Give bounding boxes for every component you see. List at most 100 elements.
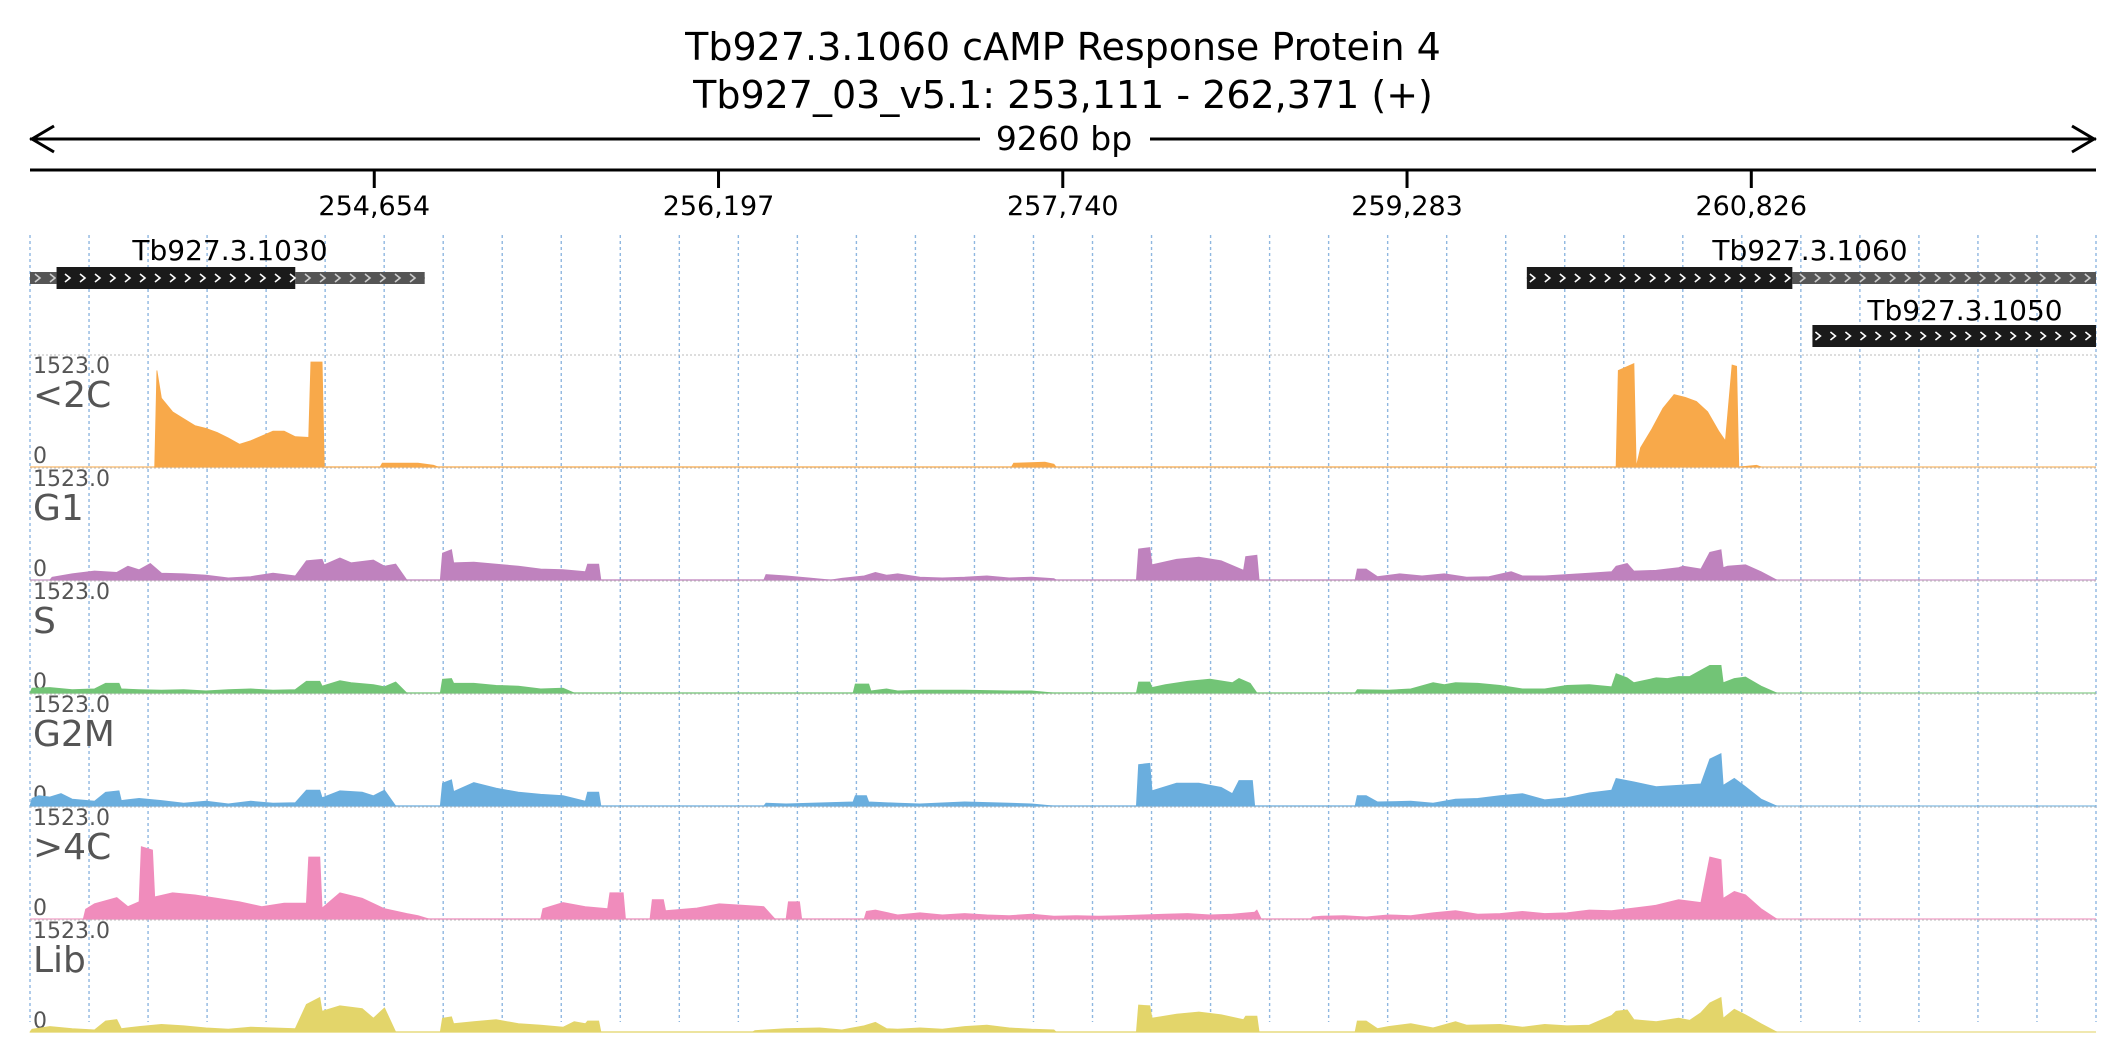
strand-chevron-icon xyxy=(154,273,162,283)
strand-chevron-icon xyxy=(1844,273,1852,283)
strand-chevron-icon xyxy=(1919,273,1927,283)
track-name-label: S xyxy=(33,601,56,642)
track-name-label: Lib xyxy=(33,940,86,981)
strand-chevron-icon xyxy=(49,273,57,283)
strand-chevron-icon xyxy=(1979,273,1987,283)
strand-chevron-icon xyxy=(1994,273,2002,283)
strand-chevron-icon xyxy=(2084,273,2092,283)
strand-chevron-icon xyxy=(1589,273,1597,283)
strand-chevron-icon xyxy=(289,273,297,283)
gene-cds xyxy=(1526,267,1793,289)
strand-chevron-icon xyxy=(1859,331,1867,341)
track-name-label: G1 xyxy=(33,488,84,529)
span-label-bg xyxy=(985,120,1145,158)
strand-chevron-icon xyxy=(139,273,147,283)
strand-chevron-icon xyxy=(2024,273,2032,283)
strand-chevron-icon xyxy=(259,273,267,283)
strand-chevron-icon xyxy=(1799,273,1807,283)
strand-chevron-icon xyxy=(1994,331,2002,341)
gene-label-Tb927.3.1030: Tb927.3.1030 xyxy=(131,234,327,267)
axis-tick-label-2: 257,740 xyxy=(1007,191,1119,222)
strand-chevron-icon xyxy=(244,273,252,283)
strand-chevron-icon xyxy=(1784,273,1792,283)
strand-chevron-icon xyxy=(1754,273,1762,283)
gene-Tb927.3.1050[interactable]: Tb927.3.1050 xyxy=(1812,294,2096,347)
axis-tick-label-1: 256,197 xyxy=(663,191,775,222)
strand-chevron-icon xyxy=(1694,273,1702,283)
track->4C: 1523.0 0 >4C xyxy=(30,806,2096,921)
strand-chevron-icon xyxy=(1889,331,1897,341)
strand-chevron-icon xyxy=(1829,273,1837,283)
coverage-area-Lib xyxy=(29,996,1777,1033)
strand-chevron-icon xyxy=(1859,273,1867,283)
strand-chevron-icon xyxy=(1709,273,1717,283)
strand-chevron-icon xyxy=(274,273,282,283)
strand-chevron-icon xyxy=(34,273,42,283)
strand-chevron-icon xyxy=(109,273,117,283)
coverage-tracks: 1523.00<2C1523.00G11523.00S1523.00G2M152… xyxy=(29,354,2096,1034)
strand-chevron-icon xyxy=(1844,331,1852,341)
track-G2M: 1523.00G2M xyxy=(29,693,2096,808)
coverage-area-G2M xyxy=(29,752,1777,807)
strand-chevron-icon xyxy=(1874,273,1882,283)
gene-label-Tb927.3.1050: Tb927.3.1050 xyxy=(1866,294,2062,327)
coverage-area-G1 xyxy=(49,547,1777,581)
left-arrowhead-icon xyxy=(29,124,55,154)
strand-chevron-icon xyxy=(379,273,387,283)
coverage-area-<2C xyxy=(154,361,1762,468)
strand-chevron-icon xyxy=(184,273,192,283)
gene-Tb927.3.1060[interactable]: Tb927.3.1060 xyxy=(1526,234,2096,289)
figure-subtitle: Tb927_03_v5.1: 253,111 - 262,371 (+) xyxy=(692,73,1433,117)
strand-chevron-icon xyxy=(1979,331,1987,341)
strand-chevron-icon xyxy=(2039,273,2047,283)
track-max-label: 1523.0 xyxy=(33,693,110,718)
strand-chevron-icon xyxy=(94,273,102,283)
gene-label-Tb927.3.1060: Tb927.3.1060 xyxy=(1711,234,1907,267)
strand-chevron-icon xyxy=(2069,331,2077,341)
strand-chevron-icon xyxy=(1964,273,1972,283)
axis-tick-label-3: 259,283 xyxy=(1351,191,1463,222)
strand-chevron-icon xyxy=(1529,273,1537,283)
gene-annotations: Tb927.3.1030 Tb927.3.1060 Tb927.3.1050 xyxy=(30,234,2096,347)
strand-chevron-icon xyxy=(1889,273,1897,283)
strand-chevron-icon xyxy=(199,273,207,283)
strand-chevron-icon xyxy=(394,273,402,283)
strand-chevron-icon xyxy=(229,273,237,283)
track-max-label: 1523.0 xyxy=(33,806,110,831)
strand-chevron-icon xyxy=(1739,273,1747,283)
strand-chevron-icon xyxy=(2054,331,2062,341)
strand-chevron-icon xyxy=(1544,273,1552,283)
strand-chevron-icon xyxy=(2009,331,2017,341)
gene-utr xyxy=(295,272,425,284)
strand-chevron-icon xyxy=(2009,273,2017,283)
strand-chevron-icon xyxy=(1814,273,1822,283)
strand-chevron-icon xyxy=(1769,273,1777,283)
strand-chevron-icon xyxy=(1724,273,1732,283)
strand-chevron-icon xyxy=(319,273,327,283)
coverage-area->4C xyxy=(82,846,1779,920)
track-max-label: 1523.0 xyxy=(33,467,110,492)
strand-chevron-icon xyxy=(2024,331,2032,341)
strand-chevron-icon xyxy=(1964,331,1972,341)
strand-chevron-icon xyxy=(1874,331,1882,341)
track-name-label: G2M xyxy=(33,714,115,755)
axis-tick-label-4: 260,826 xyxy=(1695,191,1807,222)
track-max-label: 1523.0 xyxy=(33,919,110,944)
right-arrowhead-icon xyxy=(2071,124,2097,154)
strand-chevron-icon xyxy=(214,273,222,283)
strand-chevron-icon xyxy=(1649,273,1657,283)
strand-chevron-icon xyxy=(364,273,372,283)
position-axis: 254,654 256,197 257,740 259,283 260,826 xyxy=(30,168,2096,222)
strand-chevron-icon xyxy=(1604,273,1612,283)
strand-chevron-icon xyxy=(1949,331,1957,341)
strand-chevron-icon xyxy=(1949,273,1957,283)
span-label: 9260 bp xyxy=(996,119,1132,158)
strand-chevron-icon xyxy=(1934,331,1942,341)
strand-chevron-icon xyxy=(124,273,132,283)
strand-chevron-icon xyxy=(2069,273,2077,283)
gene-Tb927.3.1030[interactable]: Tb927.3.1030 xyxy=(30,234,425,289)
strand-chevron-icon xyxy=(79,273,87,283)
axis-tick-label-0: 254,654 xyxy=(318,191,430,222)
gene-utr xyxy=(1792,272,2096,284)
